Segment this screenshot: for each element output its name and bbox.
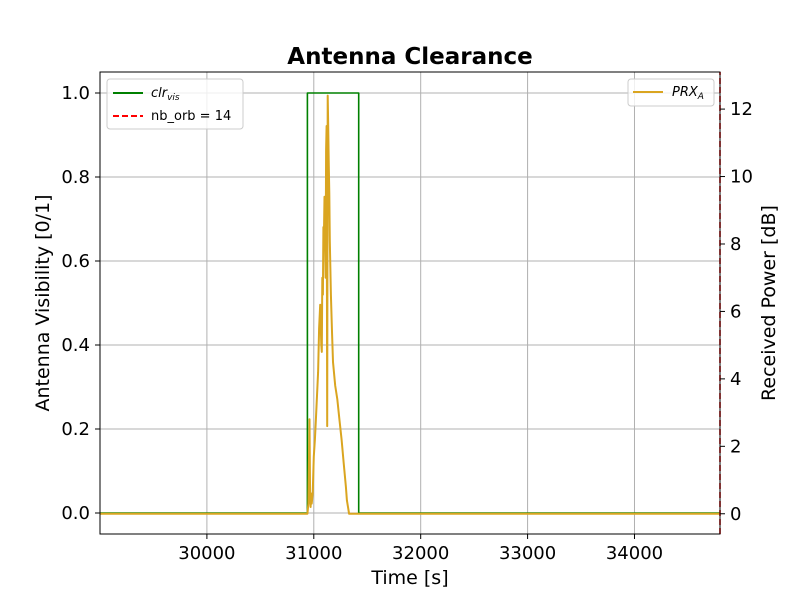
x-tick-label: 34000 — [606, 543, 663, 564]
y-left-tick-label: 0.4 — [61, 335, 90, 356]
x-axis: 30000 31000 32000 33000 34000 — [178, 534, 663, 564]
legend-left: clrvis nb_orb = 14 — [106, 78, 244, 130]
x-axis-label: Time [s] — [370, 567, 448, 589]
plot-frame — [99, 71, 721, 535]
x-tick-label: 30000 — [178, 543, 235, 564]
x-tick-label: 31000 — [285, 543, 342, 564]
y-axis-left-label: Antenna Visibility [0/1] — [32, 194, 54, 411]
legend-clr-vis-label: clrvis — [151, 86, 180, 103]
x-tick-label: 33000 — [499, 543, 556, 564]
y-axis-right: 0 2 4 6 8 10 12 — [720, 99, 753, 525]
y-right-tick-label: 10 — [730, 167, 753, 188]
y-left-tick-label: 0.6 — [61, 251, 90, 272]
y-axis-right-label: Received Power [dB] — [758, 205, 780, 401]
y-left-tick-label: 0.0 — [61, 503, 90, 524]
y-right-tick-label: 6 — [730, 301, 741, 322]
y-right-tick-label: 0 — [730, 504, 741, 525]
y-left-tick-label: 1.0 — [61, 83, 90, 104]
series-line-prx-a — [100, 94, 720, 515]
y-right-tick-label: 4 — [730, 369, 741, 390]
y-right-tick-label: 8 — [730, 234, 741, 255]
y-left-tick-label: 0.2 — [61, 419, 90, 440]
chart-title: Antenna Clearance — [287, 44, 532, 70]
grid — [100, 72, 720, 534]
y-right-tick-label: 2 — [730, 436, 741, 457]
y-axis-left: 0.0 0.2 0.4 0.6 0.8 1.0 — [61, 83, 100, 524]
y-left-tick-label: 0.8 — [61, 167, 90, 188]
legend-prx-label: PRXA — [672, 85, 704, 102]
legend-nb-orb-label: nb_orb = 14 — [151, 109, 231, 124]
legend-right: PRXA — [627, 78, 715, 107]
x-tick-label: 32000 — [392, 543, 449, 564]
legend-right-box — [627, 78, 715, 107]
y-right-tick-label: 12 — [730, 99, 753, 120]
